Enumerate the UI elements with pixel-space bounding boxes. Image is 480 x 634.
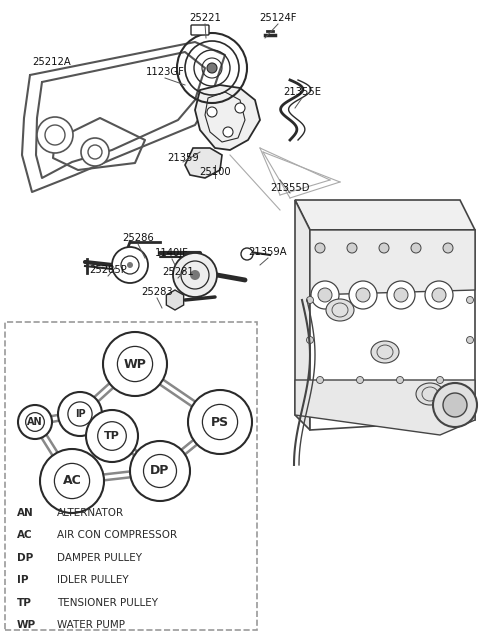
Circle shape: [411, 243, 421, 253]
Text: 21355D: 21355D: [270, 183, 310, 193]
Circle shape: [443, 243, 453, 253]
Polygon shape: [185, 148, 222, 178]
Text: AN: AN: [17, 508, 34, 518]
Circle shape: [467, 337, 473, 344]
Circle shape: [387, 281, 415, 309]
Text: PS: PS: [211, 415, 229, 429]
Circle shape: [235, 103, 245, 113]
Circle shape: [37, 117, 73, 153]
Text: 25124F: 25124F: [259, 13, 297, 23]
Text: IP: IP: [17, 576, 28, 585]
Circle shape: [144, 455, 177, 488]
Circle shape: [394, 288, 408, 302]
Text: 1123GF: 1123GF: [145, 67, 184, 77]
Polygon shape: [295, 200, 310, 430]
Text: IP: IP: [75, 409, 85, 419]
Text: TP: TP: [104, 431, 120, 441]
Polygon shape: [295, 200, 475, 230]
Text: AN: AN: [27, 417, 43, 427]
Circle shape: [188, 390, 252, 454]
Circle shape: [357, 377, 363, 384]
Circle shape: [203, 404, 238, 439]
Circle shape: [173, 253, 217, 297]
Text: TP: TP: [17, 598, 32, 608]
Circle shape: [241, 248, 253, 260]
Text: AC: AC: [17, 531, 33, 540]
Text: DAMPER PULLEY: DAMPER PULLEY: [57, 553, 142, 563]
Text: WP: WP: [17, 621, 36, 630]
Circle shape: [223, 127, 233, 137]
Circle shape: [130, 441, 190, 501]
Text: 25286: 25286: [122, 233, 154, 243]
Circle shape: [316, 377, 324, 384]
Ellipse shape: [371, 341, 399, 363]
Text: 25212A: 25212A: [33, 57, 72, 67]
Circle shape: [443, 393, 467, 417]
Circle shape: [347, 243, 357, 253]
Circle shape: [311, 281, 339, 309]
Circle shape: [103, 332, 167, 396]
Text: WATER PUMP: WATER PUMP: [57, 621, 125, 630]
Circle shape: [68, 402, 92, 426]
FancyBboxPatch shape: [191, 25, 209, 35]
Text: 21355E: 21355E: [283, 87, 321, 97]
Text: 21359A: 21359A: [249, 247, 288, 257]
Polygon shape: [295, 380, 475, 435]
Circle shape: [433, 383, 477, 427]
Circle shape: [86, 410, 138, 462]
Text: IDLER PULLEY: IDLER PULLEY: [57, 576, 129, 585]
Text: TENSIONER PULLEY: TENSIONER PULLEY: [57, 598, 158, 608]
Circle shape: [54, 463, 90, 498]
Text: DP: DP: [17, 553, 33, 563]
Circle shape: [58, 392, 102, 436]
Circle shape: [118, 346, 153, 382]
Polygon shape: [167, 290, 184, 310]
Text: AIR CON COMPRESSOR: AIR CON COMPRESSOR: [57, 531, 177, 540]
Circle shape: [307, 337, 313, 344]
Text: 25285P: 25285P: [89, 265, 127, 275]
Circle shape: [318, 288, 332, 302]
Circle shape: [40, 449, 104, 513]
Circle shape: [207, 107, 217, 117]
Text: AC: AC: [62, 474, 82, 488]
Circle shape: [356, 288, 370, 302]
Circle shape: [379, 243, 389, 253]
Circle shape: [127, 262, 133, 268]
Polygon shape: [310, 230, 475, 430]
Text: 21359: 21359: [167, 153, 199, 163]
Circle shape: [190, 270, 200, 280]
Circle shape: [81, 138, 109, 166]
Text: 25221: 25221: [189, 13, 221, 23]
Circle shape: [467, 297, 473, 304]
Circle shape: [112, 247, 148, 283]
Circle shape: [207, 63, 217, 73]
Text: WP: WP: [123, 358, 146, 370]
Text: 25100: 25100: [199, 167, 231, 177]
Circle shape: [25, 413, 44, 431]
Text: 25281: 25281: [162, 267, 194, 277]
Polygon shape: [310, 230, 475, 295]
Text: DP: DP: [150, 465, 170, 477]
Circle shape: [98, 422, 126, 450]
Circle shape: [425, 281, 453, 309]
Circle shape: [432, 288, 446, 302]
Text: ALTERNATOR: ALTERNATOR: [57, 508, 124, 518]
Ellipse shape: [416, 383, 444, 405]
Text: 1140JF: 1140JF: [155, 248, 189, 258]
Polygon shape: [195, 85, 260, 150]
Circle shape: [18, 405, 52, 439]
Text: 25283: 25283: [141, 287, 173, 297]
Circle shape: [307, 297, 313, 304]
Circle shape: [315, 243, 325, 253]
Bar: [5, 322, 257, 630]
Circle shape: [436, 377, 444, 384]
Ellipse shape: [326, 299, 354, 321]
Circle shape: [396, 377, 404, 384]
Circle shape: [349, 281, 377, 309]
